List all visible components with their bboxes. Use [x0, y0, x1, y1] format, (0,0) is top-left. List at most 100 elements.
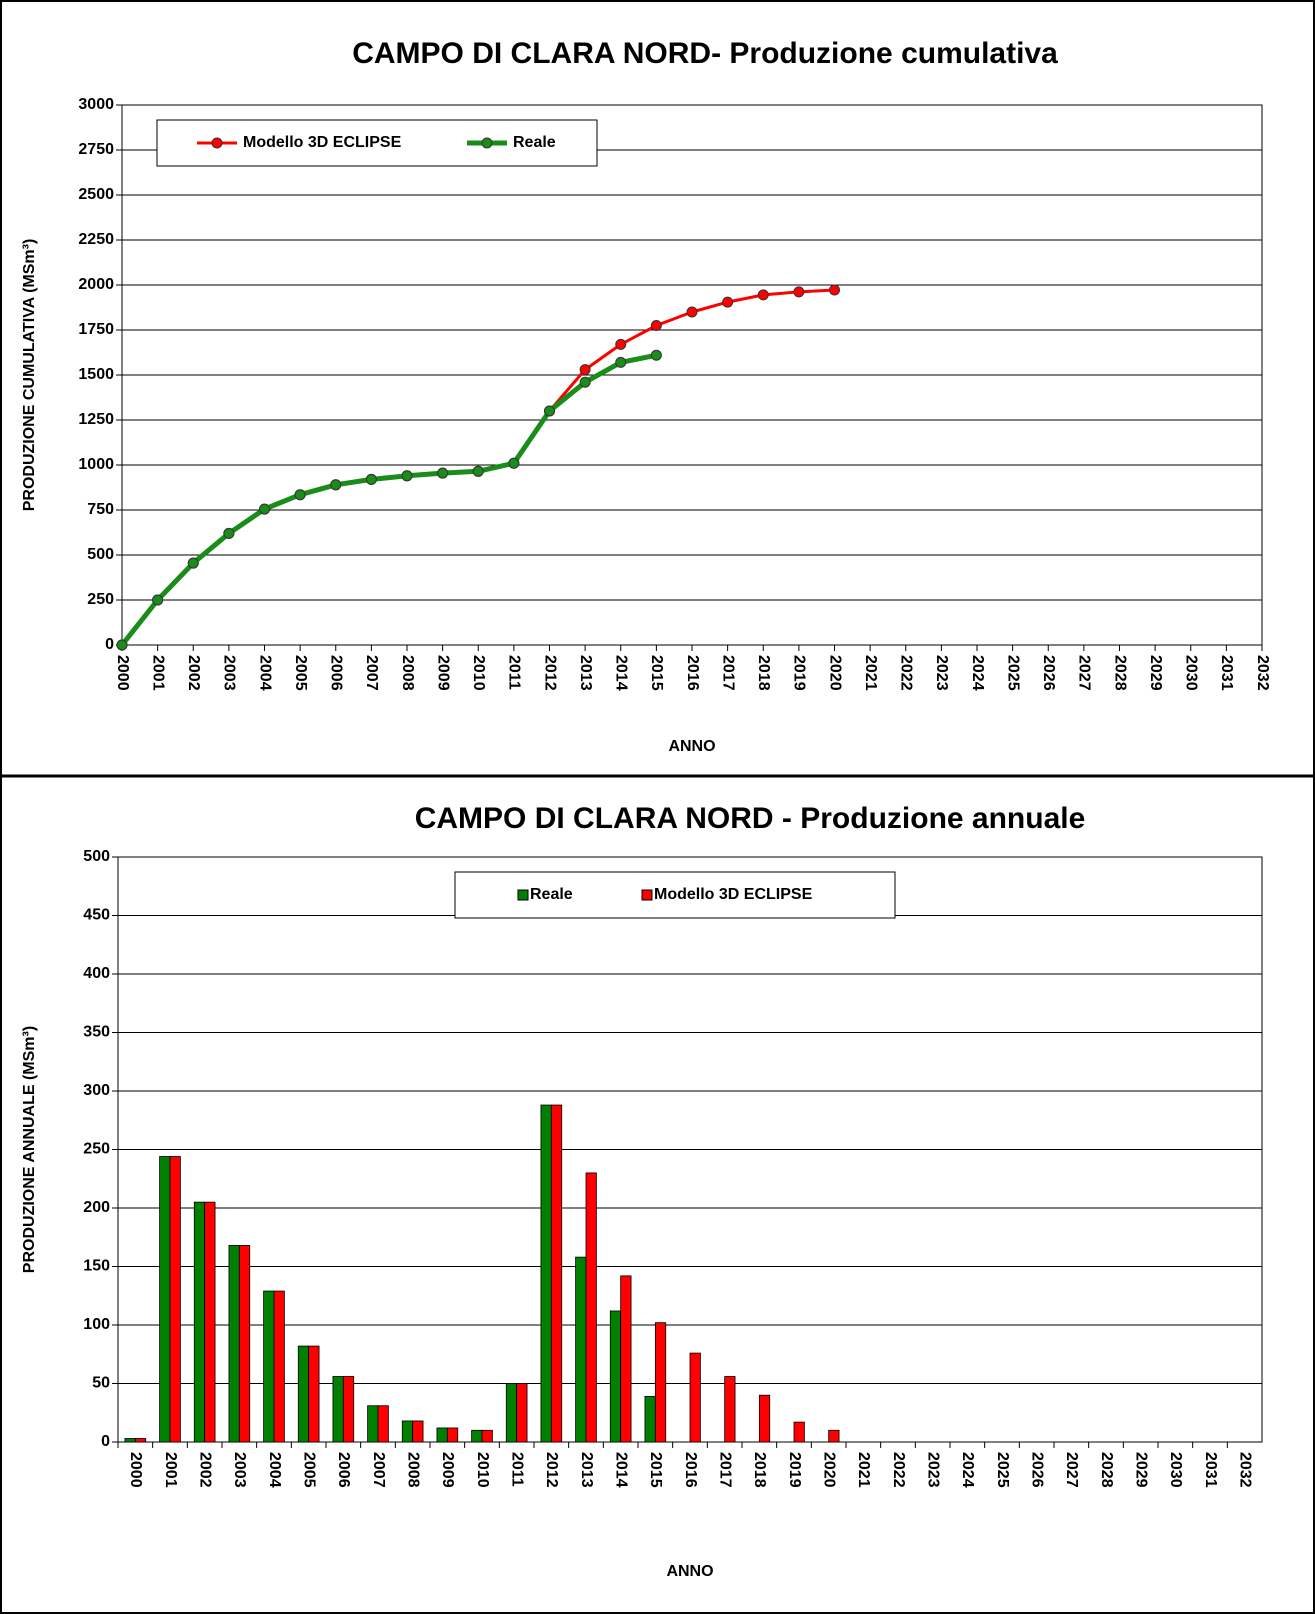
marker: [223, 527, 235, 539]
legend-swatch: [641, 889, 653, 901]
x-tick-label: 2011: [508, 1452, 525, 1487]
legend-label: Reale: [530, 886, 573, 903]
marker: [259, 503, 270, 515]
marker: [294, 489, 306, 501]
bar: [297, 1345, 310, 1443]
x-tick-label: 2017: [719, 655, 736, 691]
x-tick-label: 2017: [716, 1452, 733, 1488]
marker: [793, 286, 805, 298]
x-tick-label: 2004: [256, 655, 273, 691]
x-tick-label: 2022: [898, 655, 915, 691]
x-tick-label: 2027: [1076, 655, 1093, 691]
y-tick-label: 2750: [78, 141, 114, 158]
marker: [437, 467, 449, 479]
marker: [401, 470, 413, 482]
bar: [273, 1290, 285, 1443]
marker: [722, 296, 734, 308]
chart-title: CAMPO DI CLARA NORD - Produzione annuale: [415, 802, 1086, 835]
x-tick-label: 2006: [335, 1452, 352, 1488]
x-tick-label: 2009: [434, 655, 451, 691]
x-tick-label: 2029: [1132, 1452, 1149, 1488]
x-tick-label: 2003: [231, 1452, 248, 1488]
series-line: [120, 352, 657, 647]
marker: [508, 457, 520, 469]
bar: [609, 1310, 622, 1443]
x-tick-label: 2001: [149, 655, 166, 691]
marker: [686, 306, 698, 318]
bar: [342, 1376, 355, 1443]
y-tick-label: 150: [83, 1258, 110, 1275]
marker: [650, 320, 662, 331]
x-tick-label: 2010: [470, 655, 487, 691]
bar: [124, 1438, 136, 1443]
marker: [330, 479, 342, 491]
x-tick-label: 2002: [196, 1452, 213, 1488]
bar: [332, 1376, 344, 1443]
x-tick-label: 2002: [185, 655, 202, 691]
x-tick-label: 2015: [647, 1452, 664, 1488]
y-tick-label: 750: [87, 501, 114, 518]
x-tick-label: 2025: [994, 1452, 1011, 1488]
x-tick-label: 2030: [1167, 1452, 1184, 1488]
x-tick-label: 2020: [826, 655, 843, 691]
x-tick-label: 2031: [1218, 655, 1235, 691]
bar: [263, 1290, 275, 1443]
x-tick-label: 2014: [612, 1452, 629, 1488]
x-tick-label: 2011: [506, 655, 523, 690]
x-tick-label: 2015: [648, 655, 665, 691]
x-tick-label: 2021: [862, 655, 879, 691]
bar: [228, 1245, 240, 1443]
marker: [829, 284, 840, 296]
bar: [204, 1201, 216, 1443]
y-tick-label: 0: [101, 1433, 110, 1450]
bar: [585, 1172, 597, 1443]
y-tick-label: 400: [83, 965, 110, 982]
bar: [644, 1395, 656, 1443]
x-tick-label: 2025: [1004, 655, 1021, 691]
x-tick-label: 2023: [933, 655, 950, 691]
marker: [650, 349, 662, 361]
y-tick-label: 450: [83, 907, 110, 924]
x-tick-label: 2012: [543, 1452, 560, 1488]
marker: [116, 639, 128, 651]
x-tick-label: 2022: [890, 1452, 907, 1488]
x-tick-label: 2010: [474, 1452, 491, 1488]
x-tick-label: 2013: [578, 1452, 595, 1488]
bar: [367, 1405, 379, 1443]
x-tick-label: 2007: [370, 1452, 387, 1488]
chart-title: CAMPO DI CLARA NORD- Produzione cumulati…: [352, 37, 1058, 70]
y-tick-label: 1500: [78, 366, 114, 383]
marker: [615, 338, 627, 350]
marker: [579, 376, 591, 388]
x-tick-label: 2016: [682, 1452, 699, 1488]
x-tick-label: 2003: [221, 655, 238, 691]
x-tick-label: 2026: [1040, 655, 1057, 691]
x-tick-label: 2000: [127, 1452, 144, 1488]
bar: [412, 1420, 424, 1443]
bar: [159, 1156, 171, 1443]
legend-swatch: [517, 889, 529, 901]
x-tick-label: 2014: [613, 655, 630, 691]
x-tick-label: 2004: [266, 1452, 283, 1488]
bar: [654, 1322, 667, 1443]
bar: [575, 1256, 587, 1443]
x-tick-label: 2005: [292, 655, 309, 691]
bar: [193, 1201, 206, 1443]
x-tick-label: 2028: [1098, 1452, 1115, 1488]
marker: [187, 557, 199, 569]
x-tick-label: 2028: [1111, 655, 1128, 691]
x-tick-label: 2016: [684, 655, 701, 691]
bar: [238, 1245, 251, 1443]
x-tick-label: 2024: [959, 1452, 976, 1488]
bar: [308, 1345, 320, 1443]
marker: [579, 364, 591, 376]
x-tick-label: 2005: [300, 1452, 317, 1488]
y-tick-label: 2500: [78, 186, 114, 203]
marker: [615, 356, 627, 368]
x-tick-label: 2000: [114, 655, 131, 691]
bar: [689, 1352, 701, 1443]
x-tick-label: 2021: [855, 1452, 872, 1488]
y-tick-label: 350: [83, 1024, 110, 1041]
